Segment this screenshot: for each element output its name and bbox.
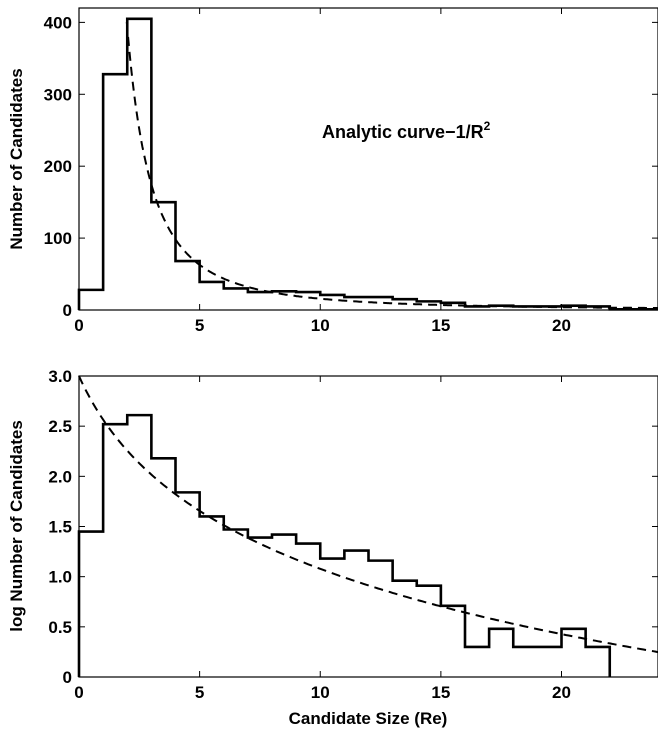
top-y-tick-label: 200: [44, 157, 72, 176]
top-x-tick-label: 15: [431, 316, 450, 335]
bottom-x-axis-label: Candidate Size (Re): [289, 709, 448, 728]
top-panel: Number of Candidates Analytic curve−1/R2…: [7, 7, 658, 335]
bottom-y-tick-label: 2.0: [48, 467, 72, 486]
bottom-x-tick-label: 15: [431, 683, 450, 702]
top-plot-frame: [78, 7, 658, 311]
bottom-x-tick-label: 5: [195, 683, 204, 702]
top-y-tick-label: 0: [63, 301, 72, 320]
top-x-tick-label: 20: [552, 316, 571, 335]
curve-annotation-superscript: 2: [484, 119, 491, 133]
bottom-x-tick-label: 10: [311, 683, 330, 702]
bottom-plot-frame: [78, 375, 658, 678]
top-histogram-series: [77, 17, 658, 311]
top-y-axis-label: Number of Candidates: [7, 68, 26, 249]
curve-annotation-text: Analytic curve−1/R: [322, 122, 484, 142]
bottom-analytic-curve: [78, 375, 658, 654]
top-x-tick-label: 5: [195, 316, 204, 335]
bottom-y-tick-label: 0: [63, 668, 72, 687]
curve-annotation: Analytic curve−1/R2: [322, 119, 491, 142]
top-x-tick-label: 10: [311, 316, 330, 335]
bottom-panel: log Number of Candidates Candidate Size …: [7, 367, 658, 728]
bottom-x-tick-label: 20: [552, 683, 571, 702]
bottom-histogram-series: [77, 413, 612, 677]
bottom-y-tick-label: 1.0: [48, 568, 72, 587]
top-y-tick-label: 100: [44, 229, 72, 248]
bottom-y-tick-label: 0.5: [48, 618, 72, 637]
top-y-tick-label: 400: [44, 13, 72, 32]
bottom-y-tick-label: 2.5: [48, 417, 72, 436]
top-analytic-curve: [125, 21, 658, 309]
bottom-x-tick-label: 0: [74, 683, 83, 702]
bottom-y-tick-label: 1.5: [48, 518, 72, 537]
top-x-tick-label: 0: [74, 316, 83, 335]
top-y-tick-label: 300: [44, 85, 72, 104]
bottom-y-tick-label: 3.0: [48, 367, 72, 386]
bottom-y-axis-label: log Number of Candidates: [7, 420, 26, 632]
